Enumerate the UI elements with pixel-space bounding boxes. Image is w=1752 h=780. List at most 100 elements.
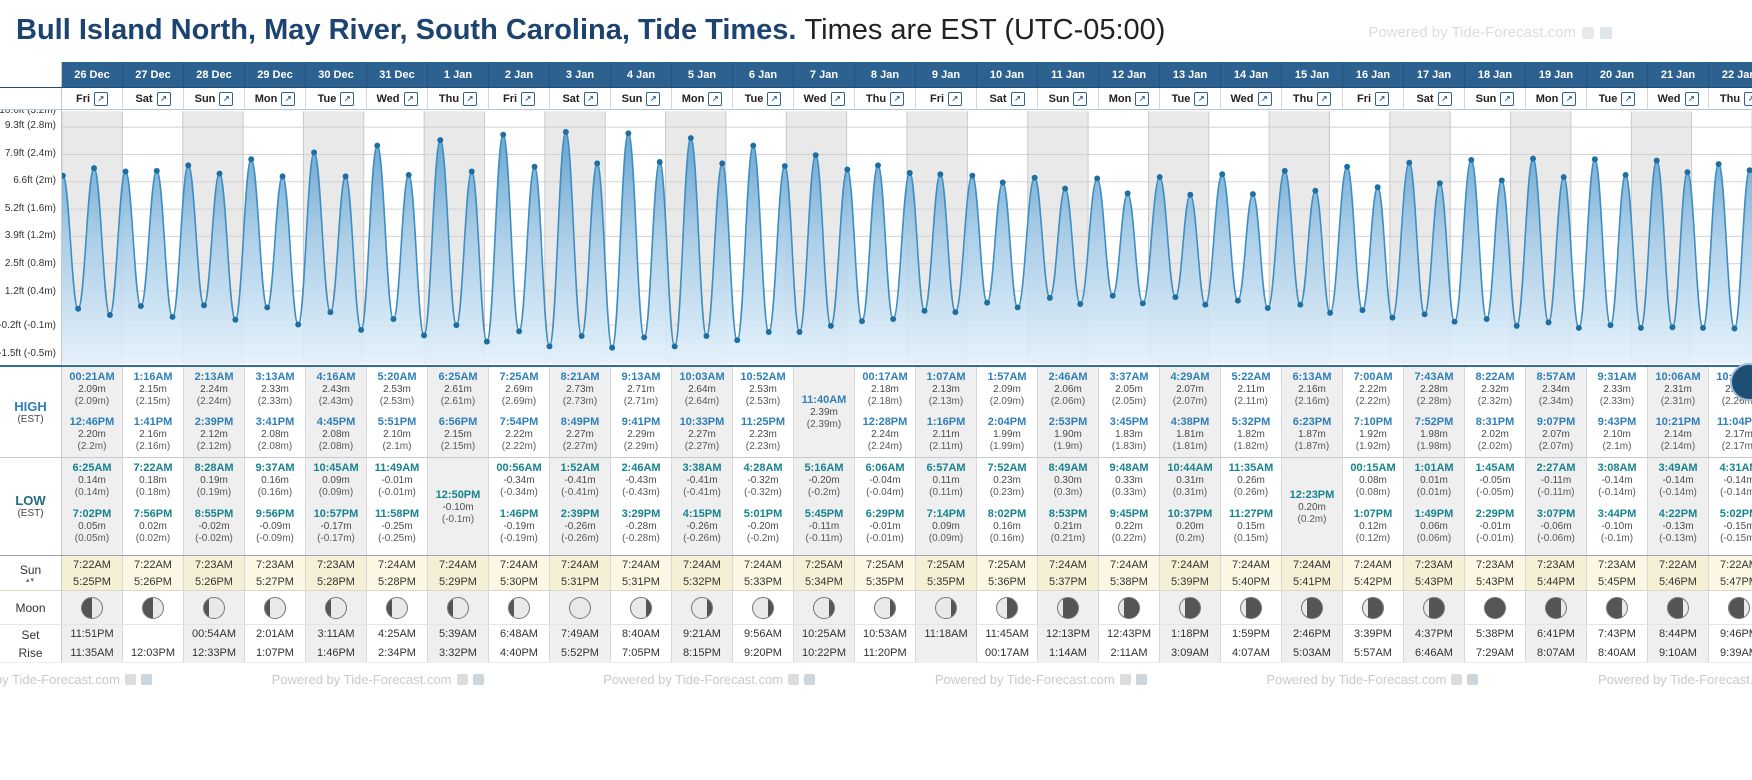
expand-day-button[interactable]: ↗ — [281, 91, 296, 106]
footer-icon — [124, 673, 136, 685]
moon-phase-icon — [386, 596, 408, 619]
tide-height-m: -0.01m — [1479, 521, 1511, 532]
expand-day-button[interactable]: ↗ — [340, 91, 355, 106]
expand-day-button[interactable]: ↗ — [1621, 91, 1636, 106]
moonset-time: 8:40AM — [611, 625, 672, 644]
day-of-week-label: Tue — [744, 92, 764, 105]
tide-height-m-alt: (2.39m) — [806, 419, 842, 430]
expand-day-button[interactable]: ↗ — [1375, 91, 1390, 106]
moon-cell — [489, 591, 550, 624]
tide-height-m: -0.10m — [1601, 521, 1633, 532]
tide-height-m: 2.18m — [871, 384, 899, 395]
tide-height-m: -0.14m — [1723, 475, 1752, 486]
low-tide-cell: 10:45AM 0.09m (0.09m) 10:57PM -0.17m (-0.17m) — [306, 458, 367, 555]
tide-entry: 10:57PM -0.17m (-0.17m) — [306, 504, 366, 550]
tide-height-m-alt: (-0.14m) — [1598, 487, 1636, 498]
tide-time: 4:28AM — [743, 462, 783, 474]
high-tide-row: HIGH (EST) 00:21AM 2.09m (2.09m) 12:46PM 2.2… — [0, 365, 1752, 457]
moon-cell — [1038, 591, 1099, 624]
expand-day-button[interactable]: ↗ — [1010, 91, 1025, 106]
tide-height-m-alt: (0.08m) — [1355, 487, 1391, 498]
expand-day-button[interactable]: ↗ — [830, 91, 845, 106]
expand-day-button[interactable]: ↗ — [521, 91, 536, 106]
tide-height-m: 0.11m — [932, 475, 960, 486]
moon-cell — [1587, 591, 1648, 624]
expand-day-button[interactable]: ↗ — [463, 91, 478, 106]
tide-height-m: -0.09m — [259, 521, 291, 532]
sunset-time: 5:28PM — [317, 576, 355, 588]
footer-watermark-text: Powered by Tide-Forecast.com — [1598, 671, 1752, 687]
sun-expand-icon[interactable]: ▴▾ — [25, 576, 36, 584]
tide-time: 5:22AM — [1231, 371, 1271, 383]
expand-day-button[interactable]: ↗ — [767, 91, 782, 106]
expand-day-button[interactable]: ↗ — [948, 91, 963, 106]
moonset-time: 2:01AM — [245, 625, 306, 644]
moon-phase-icon — [1240, 596, 1262, 619]
footer-icon — [804, 673, 816, 685]
expand-day-button[interactable]: ↗ — [1257, 91, 1272, 106]
moon-phase-icon — [1179, 596, 1201, 619]
tide-entry: 8:22AM 2.32m (2.32m) — [1465, 367, 1525, 412]
tide-height-m-alt: (2.33m) — [257, 396, 293, 407]
tide-time: 8:53PM — [1048, 508, 1088, 520]
tide-height-m-alt: (0.23m) — [989, 487, 1025, 498]
tide-height-m: -0.32m — [747, 475, 779, 486]
expand-day-button[interactable]: ↗ — [1437, 91, 1452, 106]
sunrise-time: 7:24AM — [622, 559, 660, 571]
tide-height-m-alt: (0.18m) — [135, 487, 171, 498]
tide-entry: 4:22PM -0.13m (-0.13m) — [1648, 504, 1708, 550]
expand-day-button[interactable]: ↗ — [583, 91, 598, 106]
tide-height-m: 1.90m — [1054, 429, 1082, 440]
expand-day-button[interactable]: ↗ — [94, 91, 109, 106]
expand-day-button[interactable]: ↗ — [403, 91, 418, 106]
expand-day-button[interactable]: ↗ — [890, 91, 905, 106]
moonset-time: 7:43PM — [1587, 625, 1648, 644]
footer-watermark-text: Powered by Tide-Forecast.com — [0, 671, 120, 687]
expand-day-button[interactable]: ↗ — [1684, 91, 1699, 106]
expand-day-button[interactable]: ↗ — [1073, 91, 1088, 106]
low-tide-cell: 6:25AM 0.14m (0.14m) 7:02PM 0.05m (0.05m) — [62, 458, 123, 555]
expand-day-button[interactable]: ↗ — [708, 91, 723, 106]
tide-time: 4:31AM — [1719, 462, 1752, 474]
expand-day-button[interactable]: ↗ — [1744, 91, 1752, 106]
moonset-time: 4:37PM — [1404, 625, 1465, 644]
tide-height-m-alt: (-0.1m) — [441, 513, 475, 525]
expand-day-button[interactable]: ↗ — [1562, 91, 1577, 106]
expand-day-button[interactable]: ↗ — [219, 91, 234, 106]
moonrise-time: 10:22PM — [794, 644, 855, 662]
sunset-time: 5:32PM — [683, 576, 721, 588]
day-of-week-label: Sun — [621, 92, 643, 105]
expand-day-button[interactable]: ↗ — [1500, 91, 1515, 106]
expand-day-button[interactable]: ↗ — [1135, 91, 1150, 106]
expand-day-button[interactable]: ↗ — [156, 91, 171, 106]
high-tide-cell: 00:21AM 2.09m (2.09m) 12:46PM 2.20m (2.2m) — [62, 367, 123, 457]
tide-time: 10:37PM — [1167, 508, 1213, 520]
high-tide-cell: 9:31AM 2.33m (2.33m) 9:43PM 2.10m (2.1m) — [1587, 367, 1648, 457]
high-tide-cell: 00:17AM 2.18m (2.18m) 12:28PM 2.24m (2.24m) — [855, 367, 916, 457]
expand-day-button[interactable]: ↗ — [646, 91, 661, 106]
sun-times-cell: 7:23AM 5:28PM — [306, 556, 367, 590]
day-of-week-label: Fri — [75, 92, 91, 105]
tide-entry: 10:33PM 2.27m (2.27m) — [672, 412, 732, 457]
expand-day-button[interactable]: ↗ — [1317, 91, 1332, 106]
tide-time: 2:27AM — [1536, 462, 1576, 474]
tide-height-m: -0.41m — [686, 475, 718, 486]
tide-height-m-alt: (2.09m) — [74, 396, 110, 407]
day-cell: Sat ↗ — [977, 88, 1038, 109]
tide-time: 8:22AM — [1475, 371, 1515, 383]
tide-height-m-alt: (0.16m) — [257, 487, 293, 498]
title-bar: Bull Island North, May River, South Caro… — [0, 0, 1752, 62]
corner-cell — [0, 62, 62, 87]
y-axis-label: -1.5ft (-0.5m) — [0, 347, 56, 359]
date-header: 26 Dec — [62, 62, 123, 87]
low-tide-cell: 7:52AM 0.23m (0.23m) 8:02PM 0.16m (0.16m) — [977, 458, 1038, 555]
moon-phase-icon — [1118, 596, 1140, 619]
expand-day-button[interactable]: ↗ — [1194, 91, 1209, 106]
top-watermark: Powered by Tide-Forecast.com — [1368, 24, 1612, 41]
tide-entry: 1:52AM -0.41m (-0.41m) — [550, 458, 610, 504]
tide-height-m-alt: (-0.41m) — [561, 487, 599, 498]
sunrise-time: 7:24AM — [744, 559, 782, 571]
low-tide-cell: 1:52AM -0.41m (-0.41m) 2:39PM -0.26m (-0.26m) — [550, 458, 611, 555]
tide-height-m-alt: (-0.11m) — [805, 533, 843, 544]
tide-height-m-alt: (2.08m) — [257, 441, 293, 452]
